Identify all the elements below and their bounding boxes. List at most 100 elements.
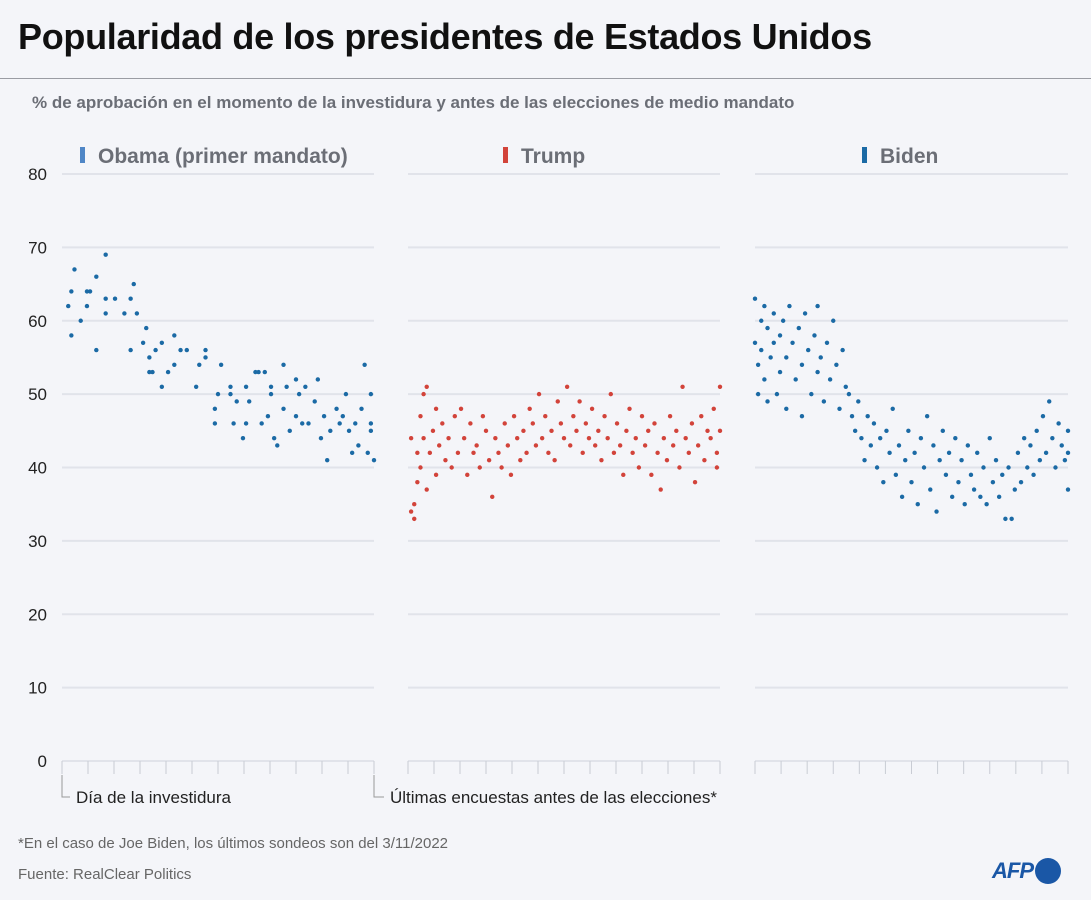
data-point bbox=[275, 443, 280, 448]
afp-logo: AFP bbox=[992, 858, 1061, 884]
data-point bbox=[774, 391, 780, 397]
data-point bbox=[915, 501, 920, 507]
data-point bbox=[458, 406, 464, 411]
data-point bbox=[702, 457, 707, 463]
data-point bbox=[655, 450, 660, 456]
data-point bbox=[683, 435, 688, 441]
data-point bbox=[552, 457, 557, 463]
data-point bbox=[259, 421, 264, 426]
data-point bbox=[837, 406, 842, 411]
data-point bbox=[421, 391, 426, 397]
data-point bbox=[140, 340, 146, 345]
data-point bbox=[975, 450, 980, 456]
data-point bbox=[580, 450, 585, 456]
data-point bbox=[303, 384, 308, 389]
data-point bbox=[1053, 465, 1058, 470]
data-point bbox=[1037, 457, 1043, 463]
data-point bbox=[159, 340, 165, 345]
data-point bbox=[234, 399, 239, 404]
data-point bbox=[993, 457, 999, 463]
y-tick-label: 20 bbox=[28, 605, 47, 624]
data-point bbox=[499, 465, 504, 470]
data-point bbox=[586, 435, 592, 441]
data-point bbox=[658, 487, 663, 492]
page-title: Popularidad de los presidentes de Estado… bbox=[18, 16, 872, 57]
data-point bbox=[539, 435, 545, 441]
afp-logo-text: AFP bbox=[992, 858, 1034, 883]
data-point bbox=[452, 413, 457, 419]
data-point bbox=[443, 457, 448, 463]
data-point bbox=[692, 479, 698, 485]
start-annotation-bracket bbox=[61, 775, 70, 798]
data-point bbox=[762, 377, 767, 382]
data-point bbox=[131, 281, 136, 287]
data-point bbox=[787, 303, 792, 309]
data-point bbox=[646, 428, 651, 434]
data-point bbox=[424, 384, 429, 389]
data-point bbox=[1021, 435, 1027, 441]
data-point bbox=[1003, 516, 1008, 522]
data-point bbox=[862, 457, 867, 463]
data-point bbox=[996, 494, 1002, 500]
data-point bbox=[912, 450, 917, 456]
data-point bbox=[1034, 428, 1039, 434]
data-point bbox=[144, 325, 149, 331]
footnote: *En el caso de Joe Biden, los últimos so… bbox=[18, 835, 449, 852]
data-point bbox=[777, 369, 783, 375]
data-point bbox=[649, 472, 654, 478]
data-point bbox=[418, 413, 423, 419]
data-point bbox=[461, 435, 467, 441]
data-point bbox=[636, 465, 642, 470]
data-point bbox=[546, 450, 551, 456]
data-point bbox=[821, 399, 827, 404]
data-point bbox=[1065, 450, 1071, 456]
data-point bbox=[561, 435, 567, 441]
data-point bbox=[253, 369, 258, 375]
data-point bbox=[583, 421, 589, 426]
data-point bbox=[818, 355, 823, 360]
data-point bbox=[596, 428, 601, 434]
data-point bbox=[856, 399, 861, 404]
data-point bbox=[284, 384, 289, 389]
data-point bbox=[824, 340, 830, 345]
data-point bbox=[953, 435, 958, 441]
data-point bbox=[533, 443, 539, 448]
data-point bbox=[965, 443, 971, 448]
data-point bbox=[599, 457, 604, 463]
y-tick-label: 60 bbox=[28, 312, 47, 331]
data-point bbox=[708, 435, 713, 441]
data-point bbox=[827, 377, 833, 382]
data-point bbox=[112, 296, 118, 301]
data-point bbox=[714, 450, 720, 456]
data-point bbox=[243, 384, 249, 389]
data-point bbox=[899, 494, 905, 500]
data-point bbox=[1018, 479, 1024, 485]
data-point bbox=[486, 457, 492, 463]
data-point bbox=[699, 413, 704, 419]
data-point bbox=[568, 443, 573, 448]
data-point bbox=[671, 443, 676, 448]
data-point bbox=[777, 333, 783, 338]
data-point bbox=[765, 325, 770, 331]
data-point bbox=[674, 428, 679, 434]
data-point bbox=[990, 479, 996, 485]
data-point bbox=[871, 421, 877, 426]
data-point bbox=[502, 421, 507, 426]
data-point bbox=[172, 333, 177, 338]
data-point bbox=[293, 413, 299, 419]
data-point bbox=[78, 318, 83, 323]
data-point bbox=[455, 450, 461, 456]
data-point bbox=[72, 267, 77, 272]
data-point bbox=[946, 450, 952, 456]
data-point bbox=[680, 384, 685, 389]
data-point bbox=[1006, 465, 1011, 470]
data-point bbox=[549, 428, 554, 434]
data-point bbox=[315, 377, 321, 382]
data-point bbox=[87, 289, 93, 294]
end-annotation-label: Últimas encuestas antes de las eleccione… bbox=[390, 788, 717, 807]
data-point bbox=[368, 428, 374, 434]
data-point bbox=[611, 450, 617, 456]
data-point bbox=[508, 472, 514, 478]
data-point bbox=[971, 487, 977, 492]
data-point bbox=[231, 421, 236, 426]
